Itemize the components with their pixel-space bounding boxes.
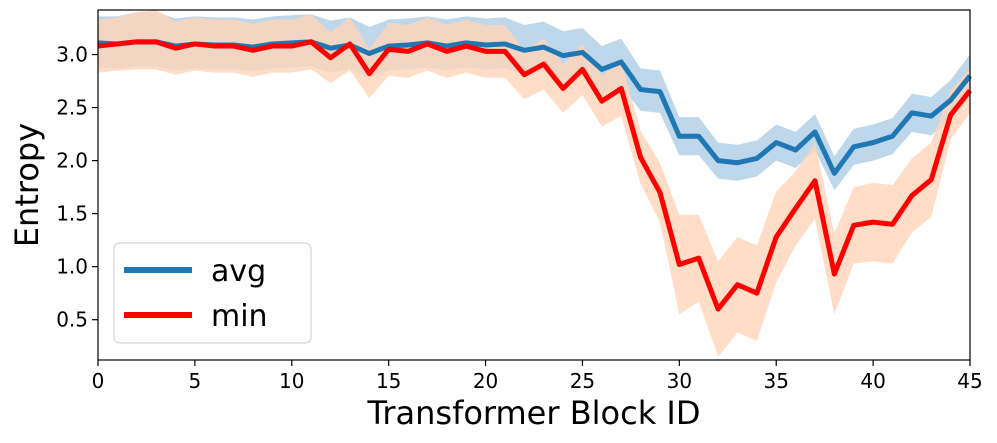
legend-label-avg: avg [211,254,266,289]
series-lines [97,39,972,312]
y-tick-label: 1.5 [56,202,88,226]
y-axis-ticks: 0.5 1.0 1.5 2.0 2.5 3.0 [56,43,98,332]
y-tick-label: 3.0 [56,43,88,67]
confidence-bands [98,10,970,357]
y-tick-label: 2.0 [56,149,88,173]
line-min [97,39,972,312]
plot-frame [97,9,971,361]
x-tick-label: 30 [667,369,692,393]
x-tick-label: 45 [957,369,982,393]
x-tick-label: 0 [92,369,105,393]
y-axis-title: Entropy [8,123,46,247]
x-tick-label: 25 [570,369,595,393]
band-min [98,10,970,357]
x-tick-label: 40 [860,369,885,393]
x-tick-label: 35 [763,369,788,393]
legend-label-min: min [211,299,268,334]
y-tick-label: 0.5 [56,308,88,332]
x-tick-label: 10 [279,369,304,393]
y-tick-label: 2.5 [56,96,88,120]
y-tick-label: 1.0 [56,255,88,279]
x-axis-title: Transformer Block ID [367,394,701,432]
legend: avg min [113,242,312,344]
x-tick-label: 15 [376,369,401,393]
x-tick-label: 5 [189,369,202,393]
x-tick-label: 20 [473,369,498,393]
x-axis-ticks: 0 5 10 15 20 25 30 35 40 45 [92,360,983,393]
